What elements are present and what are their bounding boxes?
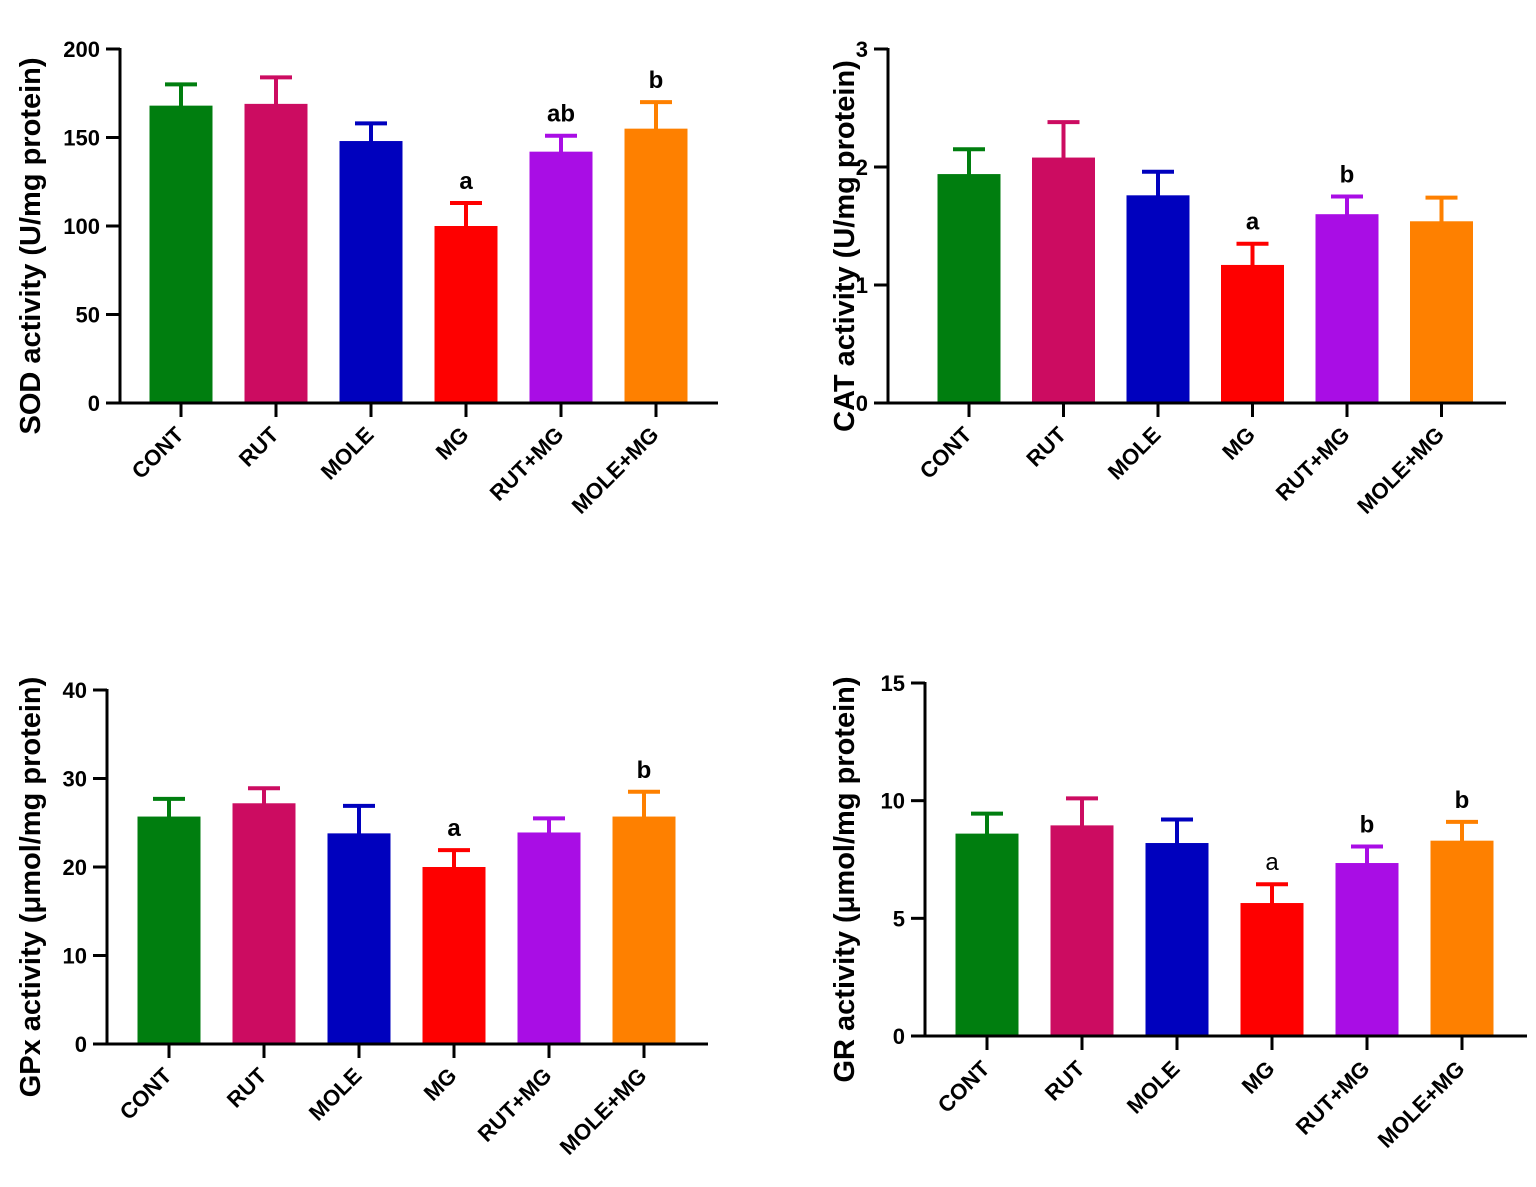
significance-label: a <box>447 815 461 842</box>
bar-mole <box>1145 843 1209 1036</box>
bar-mole-plus-mg <box>624 128 688 403</box>
x-category-label: RUT+MG <box>1291 1056 1375 1140</box>
x-category-label: MOLE+MG <box>555 1063 652 1160</box>
significance-label: a <box>1265 849 1279 876</box>
x-category-label: RUT+MG <box>473 1063 557 1147</box>
x-category-label: MG <box>1237 1056 1280 1099</box>
y-tick-label: 40 <box>63 678 87 703</box>
y-tick-label: 0 <box>88 391 100 416</box>
bar-mole <box>327 833 391 1044</box>
x-category-label: CONT <box>127 421 189 483</box>
chart-panel-gpx: GPx activity (μmol/mg protein) 0 10 20 30 40 C… <box>15 677 708 1160</box>
bar-mg <box>434 226 498 403</box>
y-axis-label: CAT activity (U/mg protein) <box>829 60 861 432</box>
y-tick-label: 200 <box>63 37 100 62</box>
x-category-label: MOLE <box>316 422 379 485</box>
significance-label: b <box>1455 787 1470 814</box>
y-tick-label: 3 <box>856 37 868 62</box>
x-category-label: RUT+MG <box>1271 422 1355 506</box>
significance-label: b <box>649 67 664 94</box>
x-category-label: MOLE+MG <box>567 422 664 519</box>
x-category-label: RUT <box>1021 421 1071 471</box>
bar-rut-plus-mg <box>1315 214 1379 403</box>
y-tick-label: 2 <box>856 155 868 180</box>
bar-rut <box>1050 825 1114 1036</box>
bar-rut <box>244 103 308 404</box>
significance-label: a <box>459 168 473 195</box>
y-tick-label: 50 <box>76 303 100 328</box>
bar-mg <box>1221 264 1284 403</box>
bar-rut <box>1032 157 1095 403</box>
y-tick-label: 150 <box>63 126 100 151</box>
x-category-label: MOLE+MG <box>1352 422 1449 519</box>
bar-rut-plus-mg <box>529 151 593 403</box>
y-tick-label: 30 <box>63 767 87 792</box>
y-tick-label: 15 <box>881 671 905 696</box>
x-category-label: MOLE <box>304 1063 367 1126</box>
x-category-label: MOLE <box>1103 422 1166 485</box>
y-axis-label: SOD activity (U/mg protein) <box>15 57 47 434</box>
x-category-label: MOLE+MG <box>1373 1056 1470 1153</box>
x-category-label: CONT <box>933 1055 995 1117</box>
significance-label: b <box>637 757 652 784</box>
y-tick-label: 1 <box>856 273 868 298</box>
x-category-label: RUT <box>1040 1055 1090 1105</box>
y-tick-label: 10 <box>881 789 905 814</box>
y-tick-label: 100 <box>63 214 100 239</box>
bar-rut-plus-mg <box>1335 863 1399 1036</box>
x-category-label: MG <box>431 422 474 465</box>
bar-mole-plus-mg <box>1430 840 1494 1036</box>
x-category-label: CONT <box>115 1062 177 1124</box>
y-tick-label: 5 <box>893 906 905 931</box>
chart-panel-gr: GR activity (μmol/mg protein) 0 5 10 15 CONT R… <box>829 671 1527 1153</box>
bar-cont <box>955 833 1019 1036</box>
bar-mg <box>422 867 486 1044</box>
x-category-label: RUT+MG <box>485 422 569 506</box>
x-category-label: MG <box>419 1063 462 1106</box>
y-tick-label: 0 <box>856 391 868 416</box>
bar-rut <box>232 803 296 1044</box>
bar-mole-plus-mg <box>1410 221 1473 403</box>
significance-label: a <box>1246 209 1260 236</box>
chart-panel-cat: CAT activity (U/mg protein)0 1 2 3 CONT RUT MO… <box>829 37 1506 519</box>
bar-mg <box>1240 903 1304 1036</box>
x-category-label: MOLE <box>1122 1056 1185 1119</box>
significance-label: b <box>1360 812 1375 839</box>
y-axis-label: GPx activity (μmol/mg protein) <box>15 677 47 1098</box>
bar-cont <box>149 105 213 403</box>
y-axis-label: GR activity (μmol/mg protein) <box>829 676 861 1082</box>
x-category-label: MG <box>1217 422 1260 465</box>
bar-mole <box>1126 195 1190 403</box>
y-tick-label: 10 <box>63 944 87 969</box>
y-tick-label: 0 <box>75 1032 87 1057</box>
x-category-label: RUT <box>222 1062 272 1112</box>
bar-mole-plus-mg <box>612 816 676 1044</box>
bar-cont <box>137 816 201 1044</box>
chart-panel-sod: SOD activity (U/mg protein) 0 50 100 150 200 C… <box>15 37 718 519</box>
bar-cont <box>937 174 1001 403</box>
y-tick-label: 0 <box>893 1024 905 1049</box>
y-tick-label: 20 <box>63 855 87 880</box>
significance-label: b <box>1340 162 1355 189</box>
x-category-label: CONT <box>915 421 977 483</box>
x-category-label: RUT <box>234 421 284 471</box>
bar-rut-plus-mg <box>517 832 581 1044</box>
bar-mole <box>339 141 403 404</box>
significance-label: ab <box>547 101 575 128</box>
